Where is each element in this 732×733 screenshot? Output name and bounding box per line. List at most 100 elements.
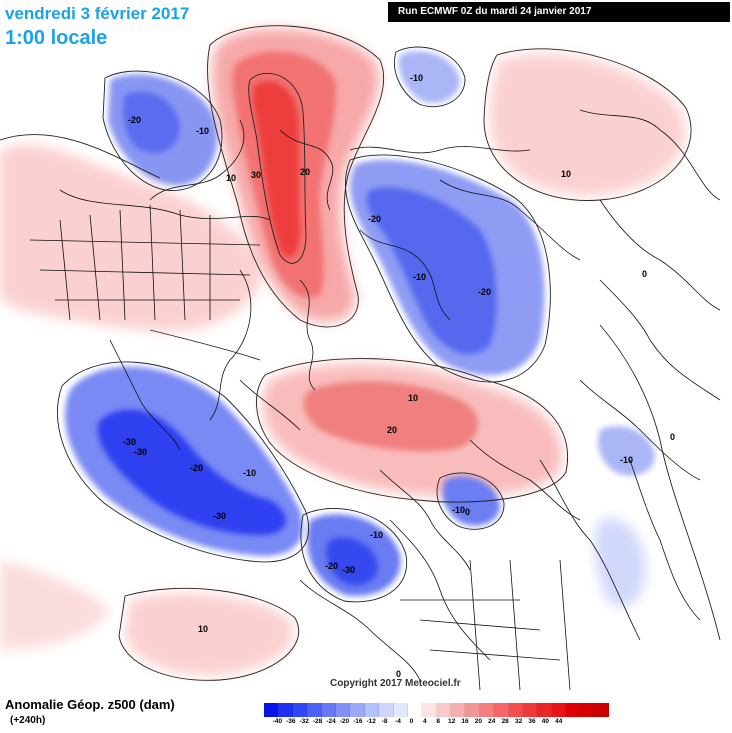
legend-swatch: [508, 703, 524, 717]
field-title: Anomalie Géop. z500 (dam): [5, 697, 175, 712]
copyright-notice: Copyright 2017 Meteociel.fr: [330, 678, 461, 689]
contour-label: 0: [642, 269, 647, 279]
legend-swatch: [523, 703, 538, 717]
contour-label: -10: [243, 468, 256, 478]
contour-label: -30: [123, 437, 136, 447]
positive-anomaly-west: [0, 144, 262, 331]
contour-label: 0: [396, 669, 401, 679]
legend-swatch: [436, 703, 452, 717]
legend-swatch: [594, 703, 610, 717]
legend-tick-label: 40: [541, 718, 550, 725]
positive-anomaly-south: [0, 560, 110, 650]
legend-swatch: [292, 703, 308, 717]
legend-swatch: [451, 703, 466, 717]
contour-labels: -20 -10 30 20 -10 10 -20 -10 -20 0 10 20…: [123, 73, 675, 679]
coastline-layer: [29, 109, 721, 691]
legend-tick-label: 0: [409, 718, 414, 725]
legend-tick-label: -16: [353, 718, 363, 725]
legend-tick-label: -8: [381, 718, 388, 725]
legend-tick-label: -40: [272, 718, 283, 725]
contour-label: -20: [325, 561, 338, 571]
trough-pacific-core: [123, 91, 180, 153]
contour-label: -30: [342, 565, 355, 575]
legend-swatch: [422, 703, 437, 717]
positive-anomaly-northeast: [490, 53, 686, 196]
contour-label: -20: [128, 115, 141, 125]
trough-europe-small: [442, 476, 500, 526]
legend-swatch: [350, 703, 365, 717]
legend-tick-label: 4: [422, 718, 427, 725]
contour-label: 10: [561, 169, 571, 179]
legend-tick-label: 32: [514, 718, 523, 725]
trough-atlantic-core: [97, 409, 287, 535]
contour-label: -10: [413, 272, 426, 282]
legend-tick-label: 36: [528, 718, 536, 725]
color-legend-ticks: -40 -36 -32 -28 -24 -20 -16 -12 -8 -4 0 4 8 12 16 20 24 2…: [264, 718, 586, 728]
trough-small-east: [398, 51, 460, 104]
ridge-core: [252, 81, 300, 258]
contour-label: -30: [134, 447, 147, 457]
legend-swatch: [494, 703, 509, 717]
contour-label: -10: [196, 126, 209, 136]
legend-swatch: [566, 703, 581, 717]
legend-tick-label: -28: [312, 718, 323, 725]
contour-layer: [0, 25, 721, 681]
contour-label: 10: [408, 393, 418, 403]
legend-tick-label: -36: [286, 718, 296, 725]
europe-ridge-core: [303, 381, 479, 452]
contour-label: 20: [387, 425, 397, 435]
legend-tick-label: 24: [488, 718, 496, 725]
legend-tick-label: 44: [555, 718, 563, 725]
map-footer: Anomalie Géop. z500 (dam) (+240h) -40 -36…: [0, 693, 732, 733]
legend-tick-label: -20: [339, 718, 350, 725]
contour-label: 10: [226, 173, 236, 183]
legend-tick-label: 28: [501, 718, 509, 725]
legend-swatch: [465, 703, 480, 717]
contour-label: -30: [213, 511, 226, 521]
legend-swatch: [335, 703, 351, 717]
legend-tick-label: -4: [395, 718, 401, 725]
contour-label: 30: [251, 170, 261, 180]
legend-tick-label: 12: [447, 718, 456, 725]
positive-anomaly-southwest: [125, 592, 294, 676]
contour-label: 0: [670, 432, 675, 442]
contour-label: 20: [300, 167, 310, 177]
legend-tick-label: -12: [366, 718, 376, 725]
legend-swatch: [551, 703, 567, 717]
contour-label: -10: [410, 73, 423, 83]
contour-label: -20: [190, 463, 203, 473]
contour-label: -10: [620, 455, 633, 465]
legend-swatch: [407, 703, 423, 717]
legend-swatch: [321, 703, 336, 717]
legend-tick-label: 20: [474, 718, 483, 725]
forecast-time: 1:00 locale: [5, 27, 108, 49]
legend-swatch: [393, 703, 408, 717]
contour-label: -10: [452, 505, 465, 515]
contour-label: -20: [368, 214, 381, 224]
legend-tick-label: -32: [299, 718, 309, 725]
lead-time: (+240h): [10, 715, 46, 726]
legend-swatch: [580, 703, 595, 717]
color-legend: [264, 703, 610, 717]
legend-tick-label: -24: [326, 718, 336, 725]
legend-swatch: [537, 703, 552, 717]
anomaly-map: -20 -10 30 20 -10 10 -20 -10 -20 0 10 20…: [0, 2, 730, 691]
trough-siberia-core: [366, 187, 497, 355]
legend-swatch: [479, 703, 495, 717]
contour-label: -20: [478, 287, 491, 297]
trough-asia-east: [598, 426, 655, 476]
legend-swatch: [278, 703, 293, 717]
contour-label: 10: [198, 624, 208, 634]
legend-swatch: [307, 703, 322, 717]
legend-tick-label: 16: [461, 718, 469, 725]
forecast-date: vendredi 3 février 2017: [5, 4, 190, 23]
trough-asia-south: [594, 518, 646, 607]
legend-tick-label: 8: [436, 718, 440, 725]
legend-swatch: [379, 703, 394, 717]
contour-label: 0: [465, 507, 470, 517]
anomaly-map-graphic: -20 -10 30 20 -10 10 -20 -10 -20 0 10 20…: [0, 25, 721, 691]
contour-label: -10: [370, 530, 383, 540]
model-run-label: Run ECMWF 0Z du mardi 24 janvier 2017: [388, 2, 730, 22]
legend-swatch: [364, 703, 380, 717]
